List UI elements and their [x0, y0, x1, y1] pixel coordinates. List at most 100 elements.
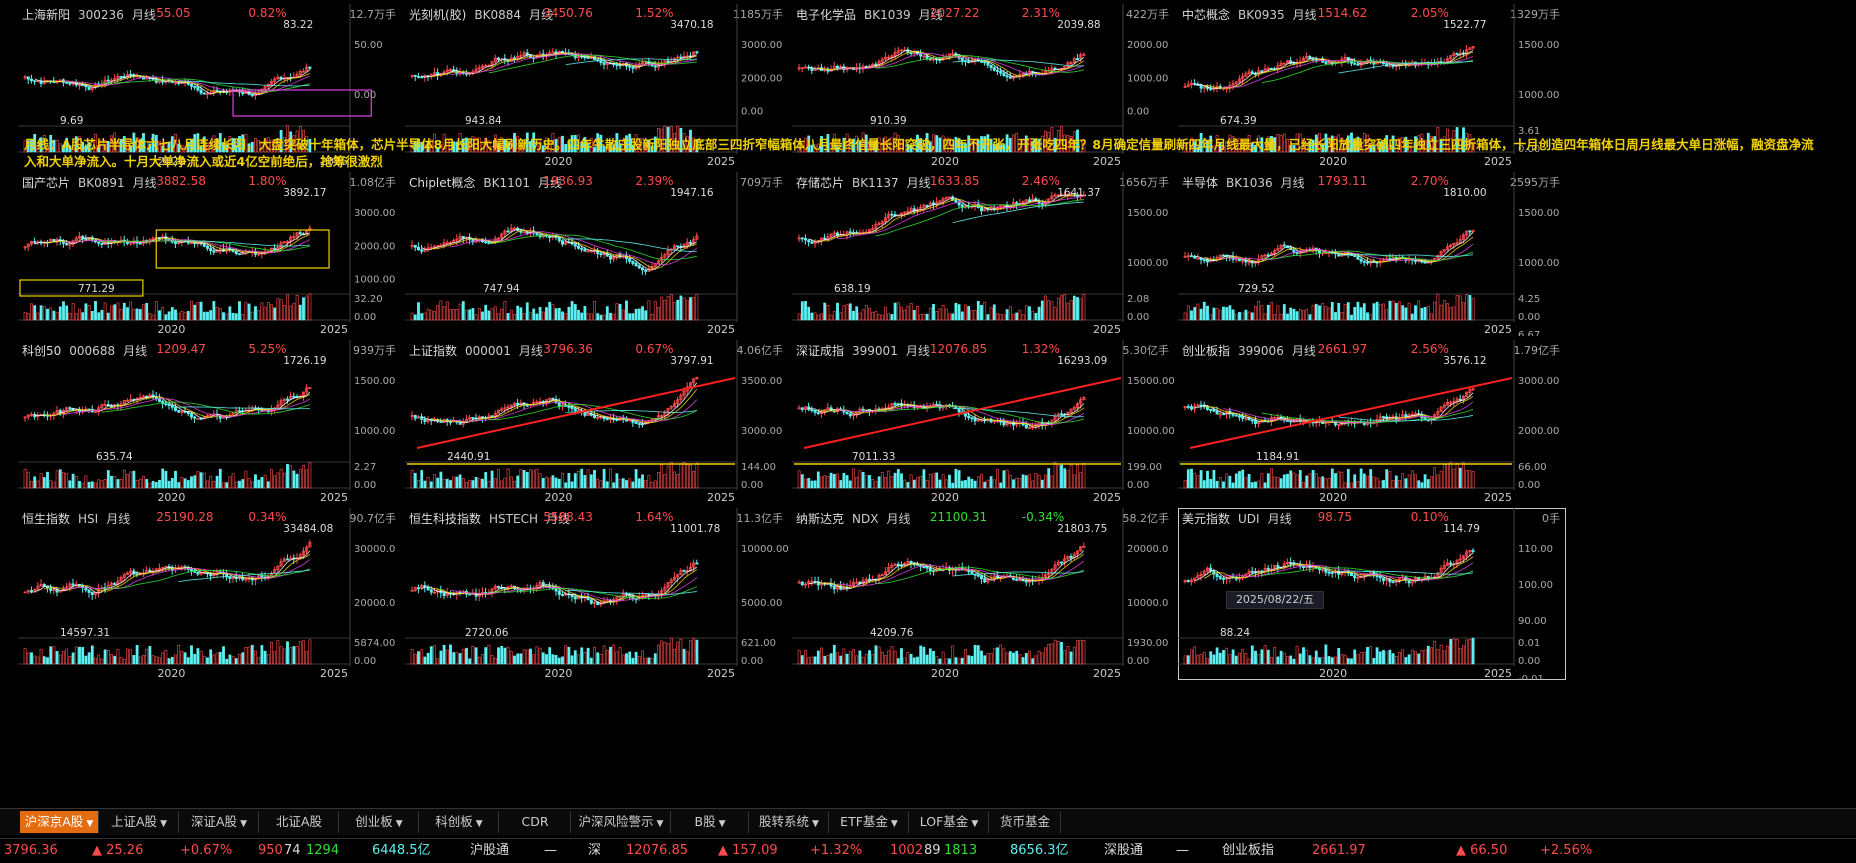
panel-price: 3882.58	[156, 174, 206, 188]
chart-panel[interactable]: 上证指数 000001 月线 3796.36 0.67% 4.06亿手 3500.00 300…	[405, 340, 789, 504]
candlestick-chart[interactable]: 50.00 0.00 2020 2025 83.22 9.69	[18, 4, 402, 168]
chart-panel[interactable]: 恒生科技指数 HSTECH 月线 5588.43 1.64% 11.3亿手 10000.00…	[405, 508, 789, 680]
panel-price: 3450.76	[543, 6, 593, 20]
panel-code: BK0891	[78, 176, 125, 190]
sgt-label[interactable]: 深股通	[1104, 843, 1144, 858]
panel-price: 3796.36	[543, 342, 593, 356]
sz-index-value: 12076.85	[626, 843, 689, 858]
market-tab[interactable]: LOF基金 ▼	[910, 811, 989, 833]
time-axis-label: 2020	[157, 667, 185, 680]
chart-panel[interactable]: 国产芯片 BK0891 月线 3882.58 1.80% 1.08亿手 3000.00 200…	[18, 172, 402, 336]
sz-label[interactable]: 深	[588, 843, 602, 858]
cyb-label[interactable]: 创业板指	[1222, 843, 1275, 858]
low-marker-label: 4209.76	[870, 627, 914, 639]
market-tab[interactable]: 深证A股 ▼	[180, 811, 259, 833]
market-tab-label: 沪深风险警示	[578, 814, 654, 829]
chart-panel[interactable]: 上海新阳 300236 月线 55.05 0.82% 12.7万手 50.00 0.00 202…	[18, 4, 402, 168]
panel-code: 000688	[69, 344, 116, 358]
volume-axis-label: 3.61	[1518, 126, 1540, 137]
candlestick-chart[interactable]: 20000.0 10000.0 1930.00 0.00 2020 2025 21803.7…	[792, 508, 1175, 680]
candlestick-chart[interactable]: 10000.00 5000.00 621.00 0.00 2020 2025 11001.7…	[405, 508, 789, 680]
high-marker-label: 3576.12	[1443, 355, 1486, 367]
market-tab[interactable]: 沪深京A股 ▼	[20, 811, 99, 833]
panel-name: 半导体	[1182, 176, 1219, 190]
candlestick-chart[interactable]: 3500.00 3000.00 144.00 0.00 2020 2025 3797.91 2…	[405, 340, 789, 504]
price-axis-label: 2000.00	[741, 73, 782, 84]
panel-name: 纳斯达克	[796, 512, 845, 526]
candlestick-chart[interactable]: 3000.00 2000.00 1000.00 32.20 0.00 2020 2025 38…	[18, 172, 402, 336]
candlestick-chart[interactable]: 30000.0 20000.0 5874.00 0.00 2020 2025 33484.0…	[18, 508, 402, 680]
panel-code: BK1036	[1226, 176, 1273, 190]
market-tab-label: 上证A股	[111, 814, 158, 829]
market-tab[interactable]: ETF基金 ▼	[830, 811, 909, 833]
candlestick-chart[interactable]: 1500.001000.004.250.006.670.0020251810.0…	[1178, 172, 1566, 336]
chart-panel[interactable]: 存储芯片 BK1137 月线 1633.85 2.46% 1656万手 1500.00 100…	[792, 172, 1175, 336]
chart-panel[interactable]: 恒生指数 HSI 月线 25190.28 0.34% 90.7亿手 30000.0 20000…	[18, 508, 402, 680]
panel-volume: 1.08亿手	[349, 176, 397, 189]
time-axis-label: 2020	[1319, 667, 1347, 680]
candlestick-chart[interactable]: 1500.00 1000.00 2.08 0.00 2025 1641.37 638.19	[792, 172, 1175, 336]
panel-volume: 422万手	[1126, 8, 1169, 21]
volume-axis-label: 0.00	[354, 656, 376, 667]
chart-panel[interactable]: 美元指数 UDI 月线 98.75 0.10% 0手 110.00 100.00 90.00 0.…	[1178, 508, 1566, 680]
market-tab[interactable]: 沪深风险警示 ▼	[572, 811, 671, 833]
market-tab[interactable]: 北证A股	[260, 811, 339, 833]
chart-panel[interactable]: 科创50 000688 月线 1209.47 5.25% 939万手 1500.00 1000…	[18, 340, 402, 504]
time-axis-label: 2025	[1484, 491, 1512, 504]
time-axis-label: 2025	[320, 491, 348, 504]
volume-axis-label: 5874.00	[354, 638, 395, 649]
chart-panel[interactable]: 半导体 BK1036 月线 1793.11 2.70% 2595万手 1500.00 1000…	[1178, 172, 1566, 336]
high-marker-label: 3797.91	[670, 355, 713, 367]
panel-change-pct: 2.70%	[1410, 174, 1449, 188]
high-marker-label: 33484.08	[283, 523, 333, 535]
panel-code: NDX	[852, 512, 879, 526]
chart-panel[interactable]: Chiplet概念 BK1101 月线 1936.93 2.39% 709万手 2025 19…	[405, 172, 789, 336]
chart-panel[interactable]: 光刻机(胶) BK0884 月线 3450.76 1.52% 1185万手 3000.00 2…	[405, 4, 789, 168]
price-axis-label: 1500.00	[1518, 208, 1559, 219]
panel-code: 000001	[465, 344, 511, 358]
panel-header: 上证指数 000001 月线	[409, 342, 543, 359]
price-axis-label: 10000.00	[741, 544, 789, 555]
time-axis-label: 2020	[157, 491, 185, 504]
candlestick-chart[interactable]: 15000.00 10000.00 199.00 0.00 2020 2025 16293.…	[792, 340, 1175, 504]
candlestick-chart[interactable]: 2025 1947.16 747.94	[405, 172, 789, 336]
market-tab[interactable]: 上证A股 ▼	[100, 811, 179, 833]
market-tab[interactable]: 货币基金	[990, 811, 1061, 833]
dropdown-caret-icon: ▼	[160, 819, 167, 829]
candlestick-chart[interactable]: 2000.00 1000.00 0.00 2020 2025 2039.88 910.39	[792, 4, 1175, 168]
time-axis-label: 2020	[157, 323, 185, 336]
chart-panel[interactable]: 纳斯达克 NDX 月线 21100.31 -0.34% 58.2亿手 20000.0 1000…	[792, 508, 1175, 680]
time-axis-label: 2020	[931, 155, 959, 168]
panel-price: 5588.43	[543, 510, 593, 524]
candlestick-chart[interactable]: 3000.00 2000.00 66.00 0.00 2020 2025 3576.12 11…	[1178, 340, 1566, 504]
candlestick-chart[interactable]: 1500.00 1000.00 2.27 0.00 2020 2025 1726.19 635…	[18, 340, 402, 504]
market-tab[interactable]: CDR	[500, 811, 571, 833]
panel-price: 12076.85	[929, 342, 988, 356]
market-tab[interactable]: 创业板 ▼	[340, 811, 419, 833]
candlestick-chart[interactable]: 1500.00 1000.00 3.61 0.00 2020 2025 1522.77 674…	[1178, 4, 1566, 168]
chart-panel[interactable]: 创业板指 399006 月线 2661.97 2.56% 1.79亿手 3000.00 200…	[1178, 340, 1566, 504]
high-marker-label: 2039.88	[1057, 19, 1100, 31]
time-axis-label: 2020	[544, 667, 572, 680]
sz-amount: 8656.3亿	[1010, 843, 1069, 858]
price-axis-label: 1000.00	[1127, 258, 1168, 269]
time-axis-label: 2020	[1319, 155, 1347, 168]
price-axis-label: 1500.00	[354, 376, 395, 387]
market-tab[interactable]: 股转系统 ▼	[750, 811, 829, 833]
panel-price: 1936.93	[543, 174, 593, 188]
price-axis-label: 3000.00	[741, 426, 782, 437]
chart-panel[interactable]: 电子化学品 BK1039 月线 2027.22 2.31% 422万手 2000.00 100…	[792, 4, 1175, 168]
panel-name: 科创50	[22, 344, 62, 358]
dropdown-caret-icon: ▼	[656, 819, 664, 829]
sh-index-pct: +0.67%	[180, 843, 233, 858]
panel-price: 25190.28	[156, 510, 214, 524]
chart-panel[interactable]: 深证成指 399001 月线 12076.85 1.32% 5.30亿手 15000.00 1…	[792, 340, 1175, 504]
hgt-label[interactable]: 沪股通	[470, 843, 510, 858]
chart-panel[interactable]: 中芯概念 BK0935 月线 1514.62 2.05% 1329万手 1500.00 100…	[1178, 4, 1566, 168]
candlestick-chart[interactable]: 3000.00 2000.00 0.00 2020 2025 3470.18 943.84	[405, 4, 789, 168]
time-axis-label: 2025	[707, 667, 735, 680]
market-tab[interactable]: B股 ▼	[672, 811, 749, 833]
candlestick-chart[interactable]: 110.00 100.00 90.00 0.01 0.00 -0.01 2020 2025 11…	[1178, 508, 1566, 680]
market-tab[interactable]: 科创板 ▼	[420, 811, 499, 833]
sz-up-count: 1002	[890, 843, 924, 858]
